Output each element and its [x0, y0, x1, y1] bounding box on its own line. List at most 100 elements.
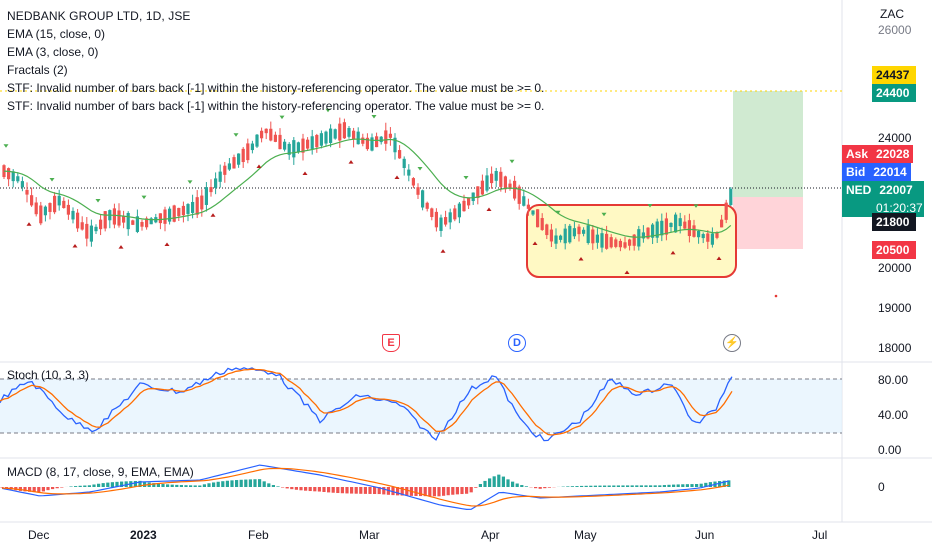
candle-body[interactable]: [66, 204, 70, 215]
candle-body[interactable]: [660, 220, 664, 236]
candle-body[interactable]: [531, 210, 535, 215]
candle-body[interactable]: [273, 134, 277, 142]
candle-body[interactable]: [416, 187, 420, 195]
candle-body[interactable]: [568, 225, 572, 243]
candle-body[interactable]: [149, 218, 153, 225]
candle-body[interactable]: [591, 229, 595, 244]
split-event-icon[interactable]: ⚡: [723, 334, 741, 352]
candle-body[interactable]: [99, 219, 103, 230]
indicator-error-1[interactable]: STF: Invalid number of bars back [-1] wi…: [7, 81, 545, 95]
candle-body[interactable]: [508, 183, 512, 189]
candle-body[interactable]: [71, 210, 75, 220]
candle-body[interactable]: [467, 197, 471, 206]
candle-body[interactable]: [356, 131, 360, 145]
candle-body[interactable]: [347, 127, 351, 137]
candle-body[interactable]: [375, 136, 379, 148]
candle-body[interactable]: [379, 136, 383, 143]
candle-body[interactable]: [494, 171, 498, 181]
candle-body[interactable]: [232, 157, 236, 169]
candle-body[interactable]: [462, 200, 466, 212]
candle-body[interactable]: [715, 232, 719, 238]
candle-body[interactable]: [729, 188, 733, 205]
consolidation-rectangle[interactable]: [526, 204, 737, 278]
candle-body[interactable]: [103, 211, 107, 229]
candle-body[interactable]: [485, 175, 489, 191]
candle-body[interactable]: [186, 204, 190, 214]
candle-body[interactable]: [425, 202, 429, 209]
stoch-title[interactable]: Stoch (10, 3, 3): [7, 368, 90, 382]
candle-body[interactable]: [365, 137, 369, 150]
candle-body[interactable]: [227, 163, 231, 170]
candle-body[interactable]: [513, 180, 517, 199]
candle-body[interactable]: [76, 212, 80, 229]
candle-body[interactable]: [204, 187, 208, 205]
candle-body[interactable]: [131, 220, 135, 225]
candle-body[interactable]: [310, 136, 314, 149]
candle-body[interactable]: [241, 148, 245, 163]
candle-body[interactable]: [628, 239, 632, 246]
candle-body[interactable]: [85, 223, 89, 239]
candle-body[interactable]: [168, 208, 172, 222]
candle-body[interactable]: [720, 219, 724, 228]
candle-body[interactable]: [692, 225, 696, 237]
candle-body[interactable]: [618, 240, 622, 248]
symbol-title[interactable]: NEDBANK GROUP LTD, 1D, JSE: [7, 9, 191, 23]
candle-body[interactable]: [255, 134, 259, 147]
target-zone[interactable]: [733, 91, 803, 197]
candle-body[interactable]: [476, 186, 480, 199]
candle-body[interactable]: [62, 200, 66, 209]
candle-body[interactable]: [177, 207, 181, 217]
candle-body[interactable]: [490, 173, 494, 184]
candle-body[interactable]: [260, 130, 264, 139]
candle-body[interactable]: [89, 225, 93, 242]
candle-body[interactable]: [586, 225, 590, 243]
candle-body[interactable]: [678, 218, 682, 227]
candle-body[interactable]: [112, 208, 116, 225]
candle-body[interactable]: [34, 202, 38, 215]
candle-body[interactable]: [559, 235, 563, 240]
candle-body[interactable]: [117, 210, 121, 226]
candle-body[interactable]: [352, 130, 356, 140]
candle-body[interactable]: [646, 227, 650, 239]
candle-body[interactable]: [324, 131, 328, 144]
candle-body[interactable]: [361, 137, 365, 144]
candle-body[interactable]: [209, 187, 213, 193]
candle-body[interactable]: [605, 233, 609, 249]
candle-body[interactable]: [329, 128, 333, 143]
candle-body[interactable]: [421, 190, 425, 208]
candle-body[interactable]: [333, 129, 337, 139]
candle-body[interactable]: [306, 139, 310, 149]
candle-body[interactable]: [135, 216, 139, 232]
candle-body[interactable]: [30, 195, 34, 206]
candle-body[interactable]: [246, 143, 250, 161]
candle-body[interactable]: [439, 217, 443, 231]
candle-body[interactable]: [407, 169, 411, 176]
candle-body[interactable]: [342, 122, 346, 139]
candle-body[interactable]: [526, 204, 530, 209]
candle-body[interactable]: [522, 196, 526, 206]
candle-body[interactable]: [664, 218, 668, 235]
candle-body[interactable]: [536, 209, 540, 228]
candle-body[interactable]: [632, 234, 636, 246]
candle-body[interactable]: [398, 150, 402, 159]
candle-body[interactable]: [315, 134, 319, 148]
candle-body[interactable]: [444, 217, 448, 225]
candle-body[interactable]: [7, 168, 11, 180]
candle-body[interactable]: [80, 222, 84, 230]
indicator-fractals[interactable]: Fractals (2): [7, 63, 68, 77]
candle-body[interactable]: [384, 130, 388, 144]
candle-body[interactable]: [600, 233, 604, 248]
indicator-error-2[interactable]: STF: Invalid number of bars back [-1] wi…: [7, 99, 545, 113]
dividend-event-icon[interactable]: D: [508, 334, 526, 352]
candle-body[interactable]: [278, 134, 282, 150]
candle-body[interactable]: [388, 133, 392, 138]
candle-body[interactable]: [145, 218, 149, 228]
candle-body[interactable]: [214, 178, 218, 188]
candle-body[interactable]: [301, 138, 305, 153]
indicator-ema15[interactable]: EMA (15, close, 0): [7, 27, 106, 41]
candle-body[interactable]: [402, 158, 406, 168]
macd-title[interactable]: MACD (8, 17, close, 9, EMA, EMA): [7, 465, 194, 479]
candle-body[interactable]: [57, 195, 61, 206]
candle-body[interactable]: [319, 133, 323, 146]
candle-body[interactable]: [609, 237, 613, 248]
